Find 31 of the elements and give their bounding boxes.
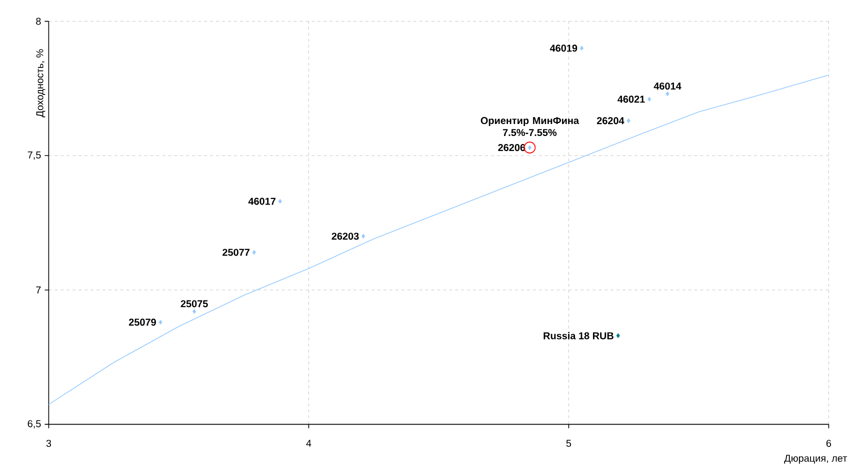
series-label: 46017 (248, 198, 276, 205)
y-tick-label: 6,5 (28, 420, 41, 428)
y-tick-label: 7,5 (28, 152, 41, 160)
x-tick-label: 6 (826, 440, 832, 447)
x-tick-label: 3 (46, 440, 52, 447)
x-tick-label: 4 (306, 440, 312, 447)
point (666, 91, 670, 96)
point (580, 46, 584, 51)
series-label: 26203 (332, 232, 359, 240)
series-label: 25077 (222, 248, 250, 256)
point (626, 118, 630, 124)
series-label: 25075 (180, 300, 208, 308)
point (158, 320, 162, 325)
point (616, 333, 620, 338)
series-label: 46019 (550, 44, 578, 52)
series-label: 26204 (596, 117, 624, 124)
y-axis-title: Доходность, % (36, 49, 46, 118)
series-label: Russia 18 RUB (544, 332, 614, 340)
y-tick-label: 8 (36, 18, 41, 25)
point (647, 96, 652, 102)
x-axis-title: Дюрация, лет (784, 454, 848, 464)
y-tick-label: 7 (36, 286, 41, 294)
series-label: 46014 (654, 82, 682, 90)
annotation: Ориентир МинФина 7.5%-7.55% (480, 117, 580, 136)
x-tick-label: 5 (566, 440, 572, 447)
series-label: 25079 (128, 318, 156, 326)
series-label: 46021 (618, 96, 645, 103)
point (252, 250, 256, 255)
point (361, 234, 366, 239)
point (278, 198, 282, 204)
point (192, 309, 196, 314)
